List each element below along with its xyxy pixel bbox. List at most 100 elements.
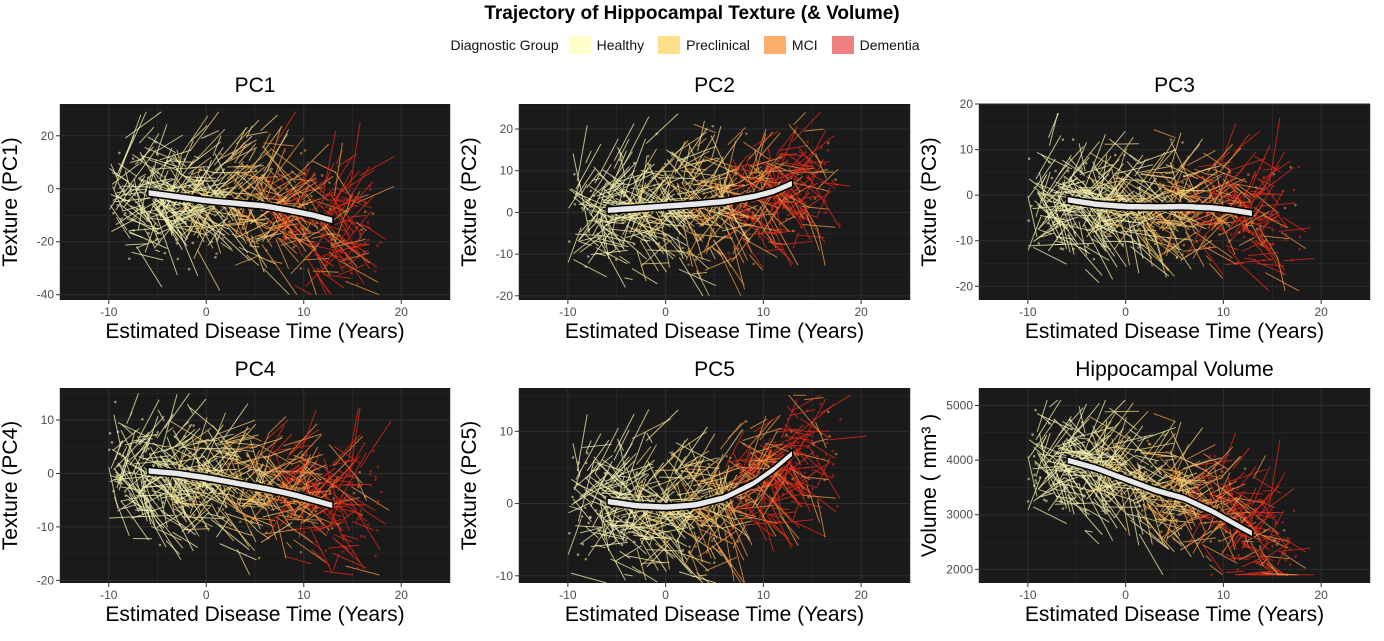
y-axis-label: Texture (PC5) (458, 421, 481, 551)
observation-point (839, 418, 842, 421)
observation-point (664, 548, 668, 552)
trajectory-line (1153, 413, 1176, 423)
trajectory-line (1183, 164, 1222, 177)
observation-point (688, 527, 692, 531)
x-axis-label: Estimated Disease Time (Years) (105, 603, 404, 626)
observation-point (1034, 408, 1037, 412)
observation-point (176, 499, 180, 503)
observation-point (155, 237, 158, 241)
trajectory-line (576, 125, 588, 181)
observation-point (1236, 196, 1240, 199)
trajectory-line (1084, 530, 1100, 545)
observation-point (1163, 519, 1166, 523)
trajectory-line (218, 185, 229, 199)
trajectory-line (578, 240, 592, 246)
trajectory-line (263, 448, 292, 459)
observation-point (675, 469, 679, 472)
trajectory-line (733, 494, 755, 516)
trajectory-line (1241, 242, 1260, 252)
observation-point (835, 183, 839, 187)
trajectory-line (226, 513, 263, 527)
trajectory-line (1094, 410, 1117, 447)
trajectory-line (758, 177, 769, 239)
trajectory-line (1236, 260, 1270, 292)
trajectory-line (314, 253, 335, 267)
trajectory-line (1136, 186, 1164, 202)
observation-point (322, 254, 326, 258)
observation-point (204, 188, 208, 191)
trajectory-line (129, 437, 150, 465)
trajectory-line (670, 431, 707, 457)
x-tick-label: -10 (1019, 588, 1037, 602)
trajectory-line (251, 186, 284, 197)
trajectory-line (286, 458, 297, 461)
trajectory-line (298, 227, 326, 243)
trajectory-line (1083, 134, 1106, 192)
observation-point (1259, 224, 1262, 228)
observation-point (1080, 421, 1084, 424)
trajectory-line (1084, 197, 1116, 201)
observation-point (286, 510, 289, 513)
observation-point (786, 159, 789, 163)
observation-point (1297, 165, 1301, 169)
observation-point (1141, 509, 1144, 512)
trajectory-line (186, 403, 194, 414)
panel-title: PC4 (235, 358, 276, 381)
observation-point (1289, 165, 1293, 169)
trajectory-line (188, 202, 214, 249)
trajectory-line (247, 176, 278, 179)
observation-point (1091, 180, 1095, 183)
trajectory-line (142, 492, 152, 525)
trajectory-line (793, 111, 806, 126)
observation-point (324, 264, 328, 268)
observation-point (681, 209, 685, 212)
observation-point (1251, 231, 1255, 235)
trajectory-line (289, 181, 301, 191)
data-layer (107, 393, 392, 576)
observation-point (1272, 242, 1275, 246)
observation-point (108, 431, 112, 435)
trajectory-line (1049, 216, 1079, 227)
trajectory-line (1033, 216, 1066, 242)
x-tick-label: 0 (203, 588, 210, 602)
observation-point (1072, 223, 1076, 226)
observation-point (188, 454, 191, 458)
observation-point (568, 240, 571, 243)
observation-point (1133, 471, 1137, 475)
observation-point (620, 189, 623, 193)
observation-point (1174, 456, 1177, 459)
trajectory-line (135, 175, 146, 192)
observation-point (210, 240, 213, 244)
observation-point (1188, 225, 1191, 229)
observation-point (297, 216, 301, 220)
trajectory-line (1268, 117, 1281, 186)
observation-point (1061, 247, 1065, 251)
observation-point (1070, 427, 1074, 431)
observation-point (617, 492, 621, 495)
observation-point (1203, 521, 1207, 525)
observation-point (292, 245, 296, 249)
trajectory-line (1037, 203, 1065, 230)
trajectory-line (198, 202, 221, 233)
observation-point (156, 153, 160, 156)
trajectory-line (591, 177, 601, 181)
trajectory-line (641, 184, 680, 219)
trajectory-line (213, 126, 248, 166)
trajectory-line (342, 249, 365, 285)
observation-point (1067, 203, 1071, 207)
observation-point (196, 183, 199, 187)
trajectory-line (782, 435, 814, 442)
observation-point (590, 488, 594, 492)
y-tick-label: -10 (956, 234, 974, 248)
observation-point (697, 484, 701, 487)
trajectory-line (1237, 197, 1259, 218)
trajectory-line (722, 206, 731, 211)
y-tick-label: 20 (41, 129, 55, 143)
trajectory-line (131, 442, 148, 477)
observation-point (586, 207, 589, 211)
observation-point (369, 483, 373, 487)
observation-point (751, 218, 755, 222)
trajectory-line (1186, 444, 1216, 460)
trajectory-line (1111, 452, 1125, 468)
trajectory-line (1207, 143, 1233, 172)
